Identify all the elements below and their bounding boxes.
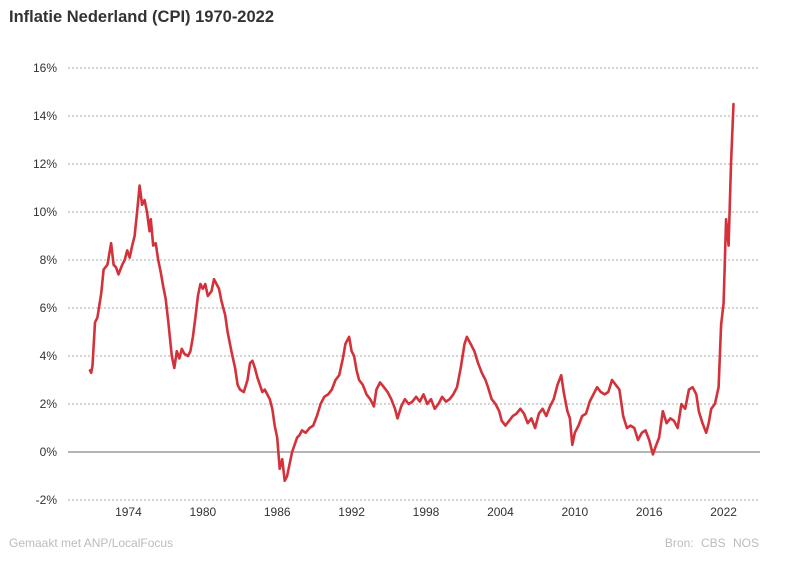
footer-sources: Bron: CBS NOS [661, 536, 759, 550]
source-cbs: CBS [700, 536, 726, 550]
x-tick-label: 2016 [636, 505, 663, 519]
source-nos: NOS [732, 536, 759, 550]
x-tick-label: 1986 [264, 505, 291, 519]
y-tick-label: 14% [33, 109, 57, 123]
x-tick-label: 1998 [413, 505, 440, 519]
y-tick-label: -2% [36, 493, 58, 507]
x-tick-label: 1992 [338, 505, 365, 519]
x-tick-label: 2010 [561, 505, 588, 519]
y-tick-label: 16% [33, 61, 57, 75]
x-tick-label: 2004 [487, 505, 514, 519]
y-tick-label: 8% [40, 253, 58, 267]
series-line-inflatie [88, 102, 735, 483]
chart-title: Inflatie Nederland (CPI) 1970-2022 [9, 8, 275, 26]
y-tick-label: 0% [40, 445, 58, 459]
x-tick-label: 1974 [115, 505, 142, 519]
source-label: Bron: [664, 536, 694, 550]
y-axis-ticks: -2% 0% 2% 4% 6% 8% 10% 12% 14% 16% [33, 61, 57, 507]
x-tick-label: 2022 [710, 505, 737, 519]
y-tick-label: 12% [33, 157, 57, 171]
series-layer [88, 102, 735, 483]
x-tick-label: 1980 [189, 505, 216, 519]
y-tick-label: 4% [40, 349, 58, 363]
x-axis-ticks: 1974 1980 1986 1992 1998 2004 2010 2016 2022 [115, 505, 737, 519]
gridlines [68, 67, 760, 501]
y-tick-label: 10% [33, 205, 57, 219]
y-tick-label: 6% [40, 301, 58, 315]
footer-credit: Gemaakt met ANP/LocalFocus [9, 536, 174, 550]
y-tick-label: 2% [40, 397, 58, 411]
